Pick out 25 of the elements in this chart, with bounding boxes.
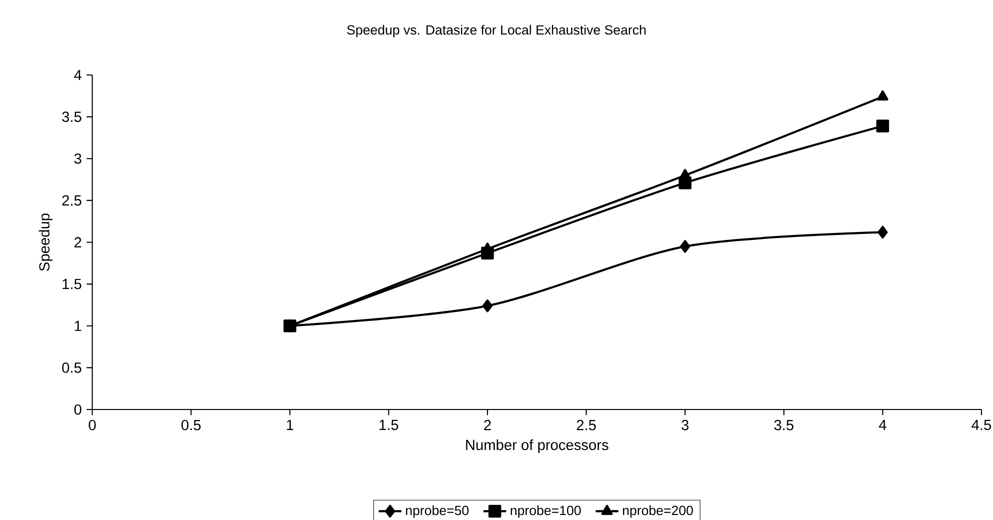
x-tick-label: 3 bbox=[682, 420, 688, 430]
y-tick-label: 2 bbox=[74, 237, 82, 248]
y-axis-title: Speedup bbox=[38, 214, 52, 271]
y-tick-label: 1 bbox=[74, 320, 82, 331]
x-tick-label: 0 bbox=[88, 420, 96, 430]
y-tick-label: 1.5 bbox=[62, 278, 82, 290]
legend-label: nprobe=50 bbox=[406, 505, 469, 518]
y-tick-label: 2.5 bbox=[62, 195, 82, 206]
x-tick-label: 4.5 bbox=[972, 420, 992, 430]
x-axis-title: Number of processors bbox=[466, 439, 608, 453]
x-tick-label: 1.5 bbox=[380, 420, 398, 430]
y-tick-label: 0.5 bbox=[62, 362, 82, 373]
x-tick-label: 0.5 bbox=[181, 420, 201, 430]
y-tick-label: 3 bbox=[74, 153, 82, 164]
x-tick-label: 2.5 bbox=[576, 420, 596, 430]
x-tick-label: 4 bbox=[878, 420, 886, 430]
y-tick-label: 3.5 bbox=[62, 112, 82, 122]
y-tick-label: 0 bbox=[74, 404, 82, 415]
x-tick-label: 1 bbox=[286, 420, 294, 430]
legend-label: nprobe=200 bbox=[622, 505, 693, 518]
chart-title: Speedup vs. Datasize for Local Exhaustive Search bbox=[347, 24, 646, 38]
x-tick-label: 2 bbox=[484, 420, 491, 430]
y-tick-label: 4 bbox=[74, 70, 82, 80]
x-tick-label: 3.5 bbox=[774, 420, 794, 430]
legend-label: nprobe=100 bbox=[510, 505, 581, 518]
